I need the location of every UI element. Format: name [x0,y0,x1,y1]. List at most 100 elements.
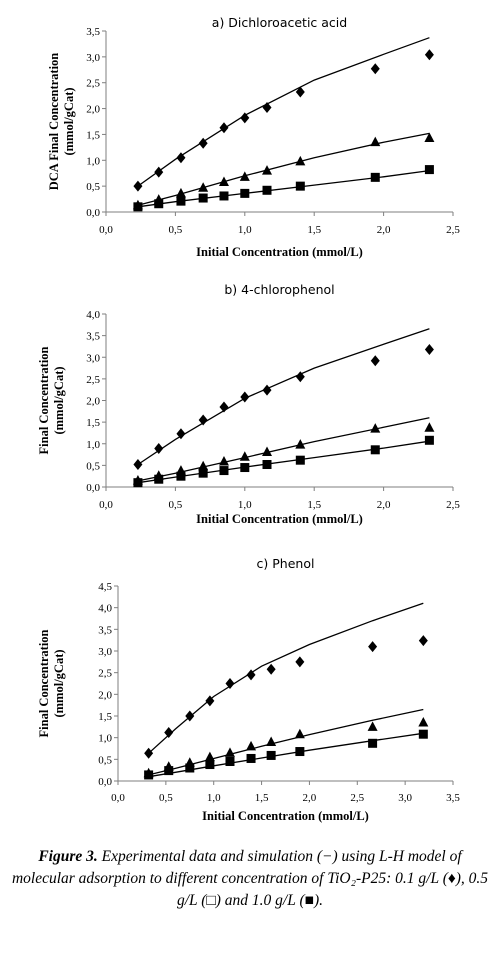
square-point [418,729,428,739]
triangle-point [198,460,209,471]
square-point [133,202,143,212]
y-tick-label: 2,0 [98,689,112,701]
triangle-point [294,728,305,739]
x-tick-label: 0,0 [111,792,125,804]
triangle-point [370,136,381,147]
x-tick-label: 0,5 [169,224,183,236]
chart-panel-2: b) 4-chlorophenol 0,0 0,5 1,0 1,5 2,0 2,5 0,0 0,… [37,282,460,526]
model-line-3 [137,169,430,208]
y-tick-label: 1,5 [98,711,112,723]
y-tick-label: 1,5 [86,417,100,429]
figure-caption: Figure 3. Experimental data and simulati… [10,846,490,912]
square-point [133,478,143,488]
y-tick-label: 0,0 [86,482,100,494]
y-tick-label: 2,0 [86,104,100,116]
model-line-1 [148,602,424,754]
y-tick-label: 3,0 [86,52,100,64]
square-point [262,460,272,470]
triangle-point [367,721,378,731]
y-tick-label: 4,0 [86,309,100,321]
square-point [424,435,434,445]
x-tick-label: 2,0 [303,792,317,804]
square-point [370,172,380,182]
model-line-1 [137,328,430,466]
square-point [154,474,164,484]
x-tick-label: 1,0 [238,224,252,236]
x-tick-label: 2,0 [377,499,391,511]
model-line-2 [148,708,424,776]
y-tick-label: 3,0 [98,646,112,658]
square-point [198,193,208,203]
x-tick-label: 0,5 [159,792,173,804]
y-tick-label: 3,5 [86,331,100,343]
y-tick-label: 2,5 [98,668,112,680]
y-tick-label: 0,0 [86,207,100,219]
y-tick-label: 1,0 [98,733,112,745]
x-tick-label: 3,0 [398,792,412,804]
y-axis-label-line1: Final Concentration [37,346,51,454]
y-axis-label: DCA Final Concentration(mmol/gCat) [47,53,76,191]
diamond-point [219,401,229,413]
y-axis-label: Final Concentration(mmol/gCat) [37,629,66,737]
model-line-3 [137,440,430,484]
y-axis-label-line1: Final Concentration [37,629,51,737]
square-point [205,760,215,770]
x-tick-label: 0,0 [99,224,113,236]
y-tick-label: 0,5 [86,181,100,193]
triangle-point [246,740,257,751]
triangle-point [266,736,277,746]
diamond-point [295,656,305,668]
triangle-point [424,422,435,432]
triangle-point [262,165,273,175]
x-tick-label: 3,5 [446,792,460,804]
x-tick-label: 2,5 [350,792,364,804]
square-point [266,750,276,760]
x-tick-label: 1,5 [307,224,321,236]
diamond-point [370,63,380,75]
diamond-point [185,710,195,722]
triangle-point [295,155,306,166]
x-tick-label: 2,0 [377,224,391,236]
y-tick-label: 3,0 [86,352,100,364]
square-point [240,188,250,198]
x-axis-label: Initial Concentration (mmol/L) [196,245,363,259]
y-tick-label: 0,5 [86,460,100,472]
triangle-point [224,747,235,757]
x-axis-label: Initial Concentration (mmol/L) [196,512,363,526]
diamond-point [295,371,305,383]
diamond-point [370,355,380,367]
chart-title: c) Phenol [257,556,315,571]
x-axis-label: Initial Concentration (mmol/L) [202,809,369,823]
diamond-point [368,641,378,653]
y-tick-label: 2,5 [86,374,100,386]
y-tick-label: 1,0 [86,439,100,451]
y-axis-label-line2: (mmol/gCat) [52,366,66,434]
y-tick-label: 1,5 [86,129,100,141]
y-axis-label-line2: (mmol/gCat) [52,649,66,717]
x-tick-label: 2,5 [446,224,460,236]
square-point [370,445,380,455]
square-point [219,191,229,201]
y-tick-label: 2,5 [86,78,100,90]
square-point [164,766,174,776]
y-tick-label: 0,5 [98,754,112,766]
y-tick-label: 0,0 [98,776,112,788]
chart-title: b) 4-chlorophenol [224,282,334,297]
triangle-point [239,451,250,461]
square-point [240,463,250,473]
diamond-point [240,391,250,403]
diamond-point [262,384,272,396]
triangle-point [262,446,273,456]
y-axis-label: Final Concentration(mmol/gCat) [37,346,66,454]
diamond-point [266,663,276,675]
diamond-point [219,122,229,134]
diamond-point [240,112,250,124]
x-tick-label: 1,0 [207,792,221,804]
triangle-point [204,751,215,762]
y-tick-label: 4,5 [98,581,112,593]
square-point [144,770,154,780]
square-point [176,471,186,481]
square-point [176,196,186,206]
x-tick-label: 0,5 [169,499,183,511]
square-point [246,753,256,763]
